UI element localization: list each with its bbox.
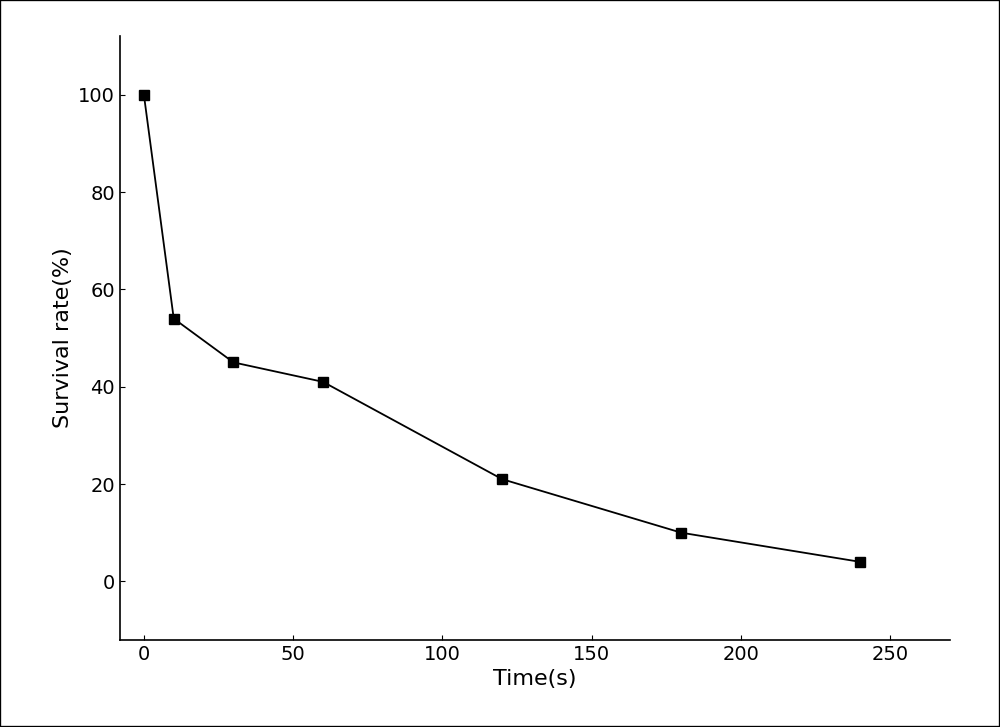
Y-axis label: Survival rate(%): Survival rate(%) bbox=[53, 248, 73, 428]
X-axis label: Time(s): Time(s) bbox=[493, 669, 577, 689]
